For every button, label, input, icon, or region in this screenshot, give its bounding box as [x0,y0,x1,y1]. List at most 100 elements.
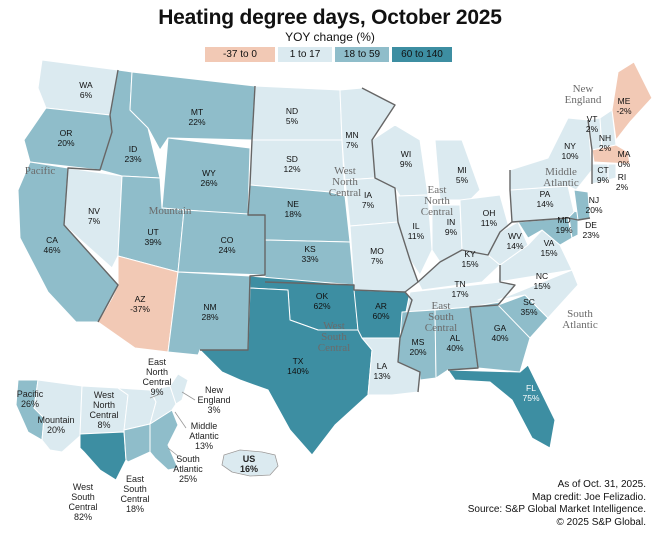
region-boundary-mid-atlantic-sa [511,217,591,223]
inset-wsc-line-3: Central [68,502,97,512]
inset-enc-line-2: North [146,367,168,377]
region-label-wnc-line-3: Central [329,187,361,199]
state-value: 19% [555,225,572,235]
legend: -37 to 0 1 to 17 18 to 59 60 to 140 [205,47,455,62]
state-label-nm: NM 28% [201,302,218,322]
state-label-nj: NJ 20% [585,195,602,215]
state-label-wv: WV 14% [506,231,523,251]
inset-label-wnc: West North Central 8% [89,390,118,430]
footer-notes: As of Oct. 31, 2025. Map credit: Joe Fel… [468,479,646,529]
state-abbr: RI [618,172,627,182]
state-label-ms: MS 20% [409,337,426,357]
inset-region-value: 82% [74,512,92,522]
state-value: 13% [373,371,390,381]
footer-date: As of Oct. 31, 2025. [557,479,646,490]
state-value: 9% [445,227,458,237]
state-abbr: CA [46,235,58,245]
state-value: 18% [284,209,301,219]
region-label-enc-line-3: Central [421,206,453,218]
state-abbr: GA [494,323,507,333]
state-label-ne: NE 18% [284,199,301,219]
legend-title: YOY change (%) [285,30,375,44]
state-label-wi: WI 9% [400,149,413,169]
legend-item-bin-4: 60 to 140 [392,47,452,62]
state-abbr: NJ [589,195,599,205]
inset-wnc-line-3: Central [89,410,118,420]
state-abbr: NV [88,206,100,216]
region-boundary-esc-sa [447,265,516,371]
inset-wsc-line-1: West [73,482,94,492]
state-abbr: ID [129,144,138,154]
inset-esc-line-1: East [126,474,145,484]
state-abbr: NM [203,302,216,312]
state-abbr: WY [202,168,216,178]
region-label-ne-line-2: England [565,94,602,106]
inset-enc-line-1: East [148,357,167,367]
state-value: 9% [597,175,610,185]
state-shape-me [611,61,653,141]
inset-us-value: 16% [240,464,258,474]
inset-wsc-line-2: South [71,492,95,502]
state-abbr: WA [79,80,93,90]
state-abbr: UT [147,227,158,237]
legend-item-bin-2: 1 to 17 [278,47,332,62]
state-label-ma: MA 0% [618,149,631,169]
state-abbr: OK [316,291,329,301]
region-label-esc-line-2: South [428,311,454,323]
region-boundary-wsc-esc [397,291,421,393]
state-value: 39% [144,237,161,247]
state-label-in: IN 9% [445,217,458,237]
state-value: 11% [408,231,425,241]
state-label-ny: NY 10% [561,141,578,161]
state-value: 15% [461,259,478,269]
state-value: 23% [124,154,141,164]
region-label-south-atlantic: South Atlantic [562,308,598,331]
region-label-enc: East North Central [421,184,453,218]
state-label-al: AL 40% [446,333,463,353]
region-boundary-mid-atlantic-ne [587,119,593,184]
state-value: 20% [409,347,426,357]
state-value: 33% [301,254,318,264]
region-label-middle-atlantic: Middle Atlantic [543,166,579,189]
state-label-ia: IA 7% [362,190,375,210]
inset-label-middle-atlantic: Middle Atlantic 13% [189,421,219,451]
state-label-nd: ND 5% [286,106,299,126]
region-label-wsc: West South Central [318,320,350,354]
state-abbr: CO [221,235,234,245]
region-label-esc-line-3: Central [425,322,457,334]
region-label-esc: East South Central [425,300,457,334]
inset-label-us: US 16% [240,454,258,474]
state-value: -2% [616,106,632,116]
state-abbr: IL [412,221,419,231]
state-label-nh: NH 2% [599,133,612,153]
state-label-sc: SC 35% [520,297,537,317]
state-abbr: ME [618,96,631,106]
inset-region-shape-wsc [79,431,127,481]
state-label-va: VA 15% [540,238,557,258]
state-value: 6% [80,90,93,100]
state-value: 7% [371,256,384,266]
state-value: 7% [346,140,359,150]
state-label-me: ME -2% [616,96,632,116]
state-shape-de [567,209,579,239]
state-value: 20% [585,205,602,215]
state-value: 40% [446,343,463,353]
state-value: 14% [536,199,553,209]
inset-region-shape-sa [149,409,179,471]
state-value: 11% [481,218,498,228]
inset-us-label: US [243,454,256,464]
inset-esc-line-2: South [123,484,147,494]
state-value: 28% [201,312,218,322]
state-shape-ma [591,144,631,165]
state-label-wa: WA 6% [79,80,93,100]
region-label-sa-line-1: South [567,308,593,320]
state-value: 40% [491,333,508,343]
region-boundary-wnc-wsc [264,281,406,293]
state-abbr: AR [375,301,387,311]
state-shape-nc [497,269,579,319]
state-value: 9% [400,159,413,169]
inset-leader-middle-atlantic [174,411,187,429]
state-value: 60% [372,311,389,321]
inset-leader-new-england [181,391,196,401]
